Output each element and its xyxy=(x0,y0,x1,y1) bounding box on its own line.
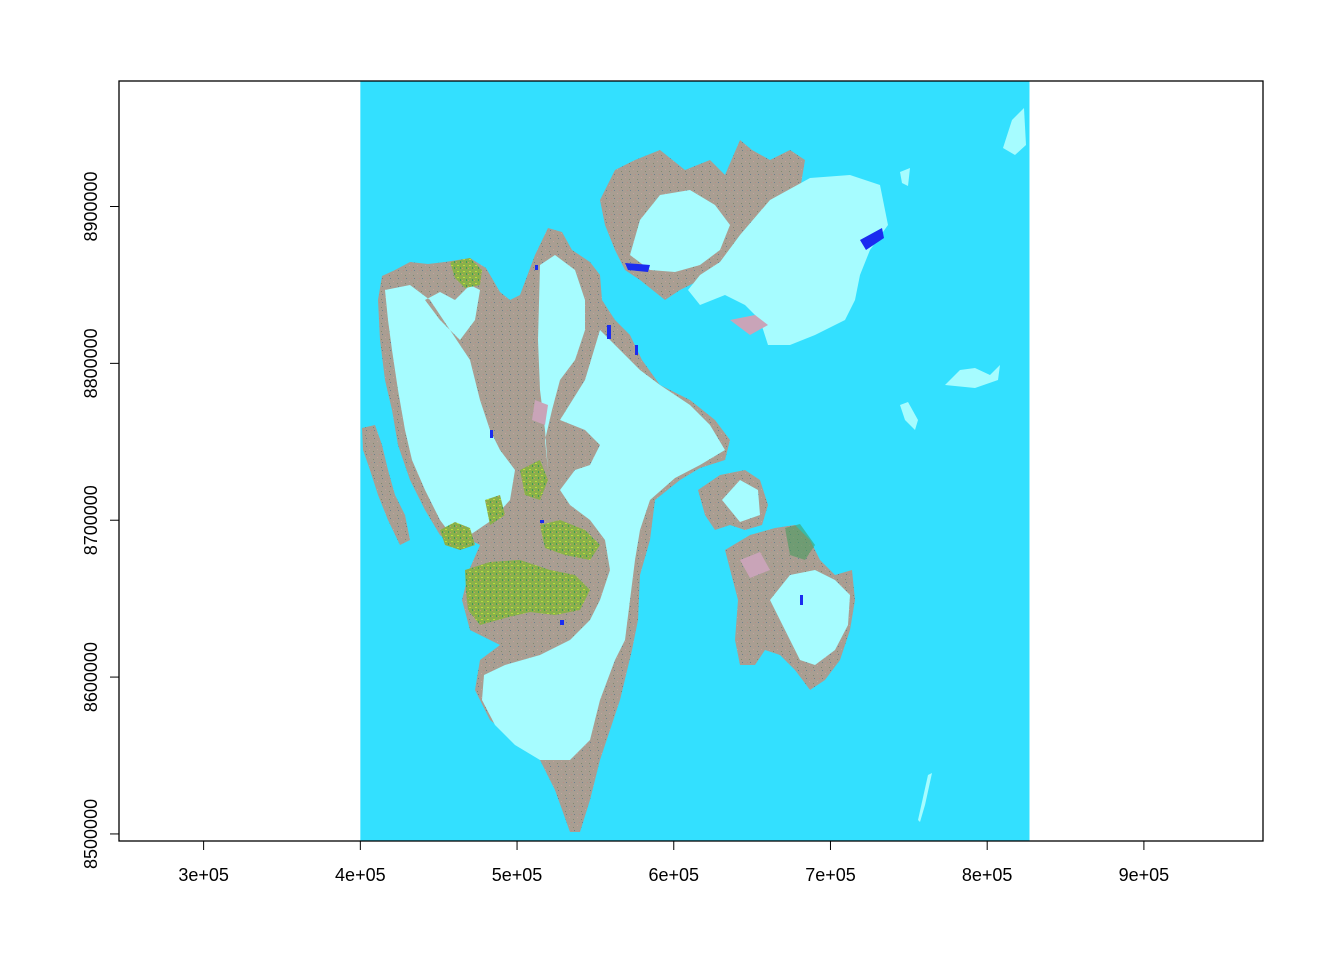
x-axis: 3e+05 4e+05 5e+05 6e+05 7e+05 8e+05 9e+05 xyxy=(178,840,1170,885)
y-tick-label: 8500000 xyxy=(81,799,101,869)
x-tick-label: 6e+05 xyxy=(648,865,699,885)
kong-karls-land-2 xyxy=(900,402,918,430)
spitsbergen-ice xyxy=(385,255,725,760)
prins-karls-forland xyxy=(362,425,410,545)
x-tick-label: 8e+05 xyxy=(962,865,1013,885)
y-tick-label: 8700000 xyxy=(81,485,101,555)
y-tick-label: 8600000 xyxy=(81,642,101,712)
x-tick-label: 9e+05 xyxy=(1119,865,1170,885)
archipelago-landmass xyxy=(362,108,1026,832)
edgeoya-vegetation xyxy=(785,524,815,560)
pink-tundra-patches xyxy=(532,315,770,578)
nordaustlandet-ice xyxy=(630,175,888,345)
x-tick-label: 4e+05 xyxy=(335,865,386,885)
freshwater-features xyxy=(490,228,884,625)
islet-ne-1 xyxy=(900,168,910,186)
y-tick-label: 8800000 xyxy=(81,328,101,398)
x-tick-label: 5e+05 xyxy=(492,865,543,885)
x-tick-label: 7e+05 xyxy=(805,865,856,885)
hopen xyxy=(918,773,932,822)
kvitoya-ice xyxy=(1003,108,1026,155)
y-axis: 8500000 8600000 8700000 8800000 8900000 xyxy=(81,171,120,869)
kong-karls-land-1 xyxy=(945,365,1000,388)
vegetation-nordenskiold xyxy=(465,560,590,625)
edgeoya-ice xyxy=(770,570,850,665)
vegetation-south xyxy=(540,520,600,560)
y-tick-label: 8900000 xyxy=(81,171,101,241)
x-tick-label: 3e+05 xyxy=(178,865,229,885)
barentsoya-ice xyxy=(722,480,760,522)
